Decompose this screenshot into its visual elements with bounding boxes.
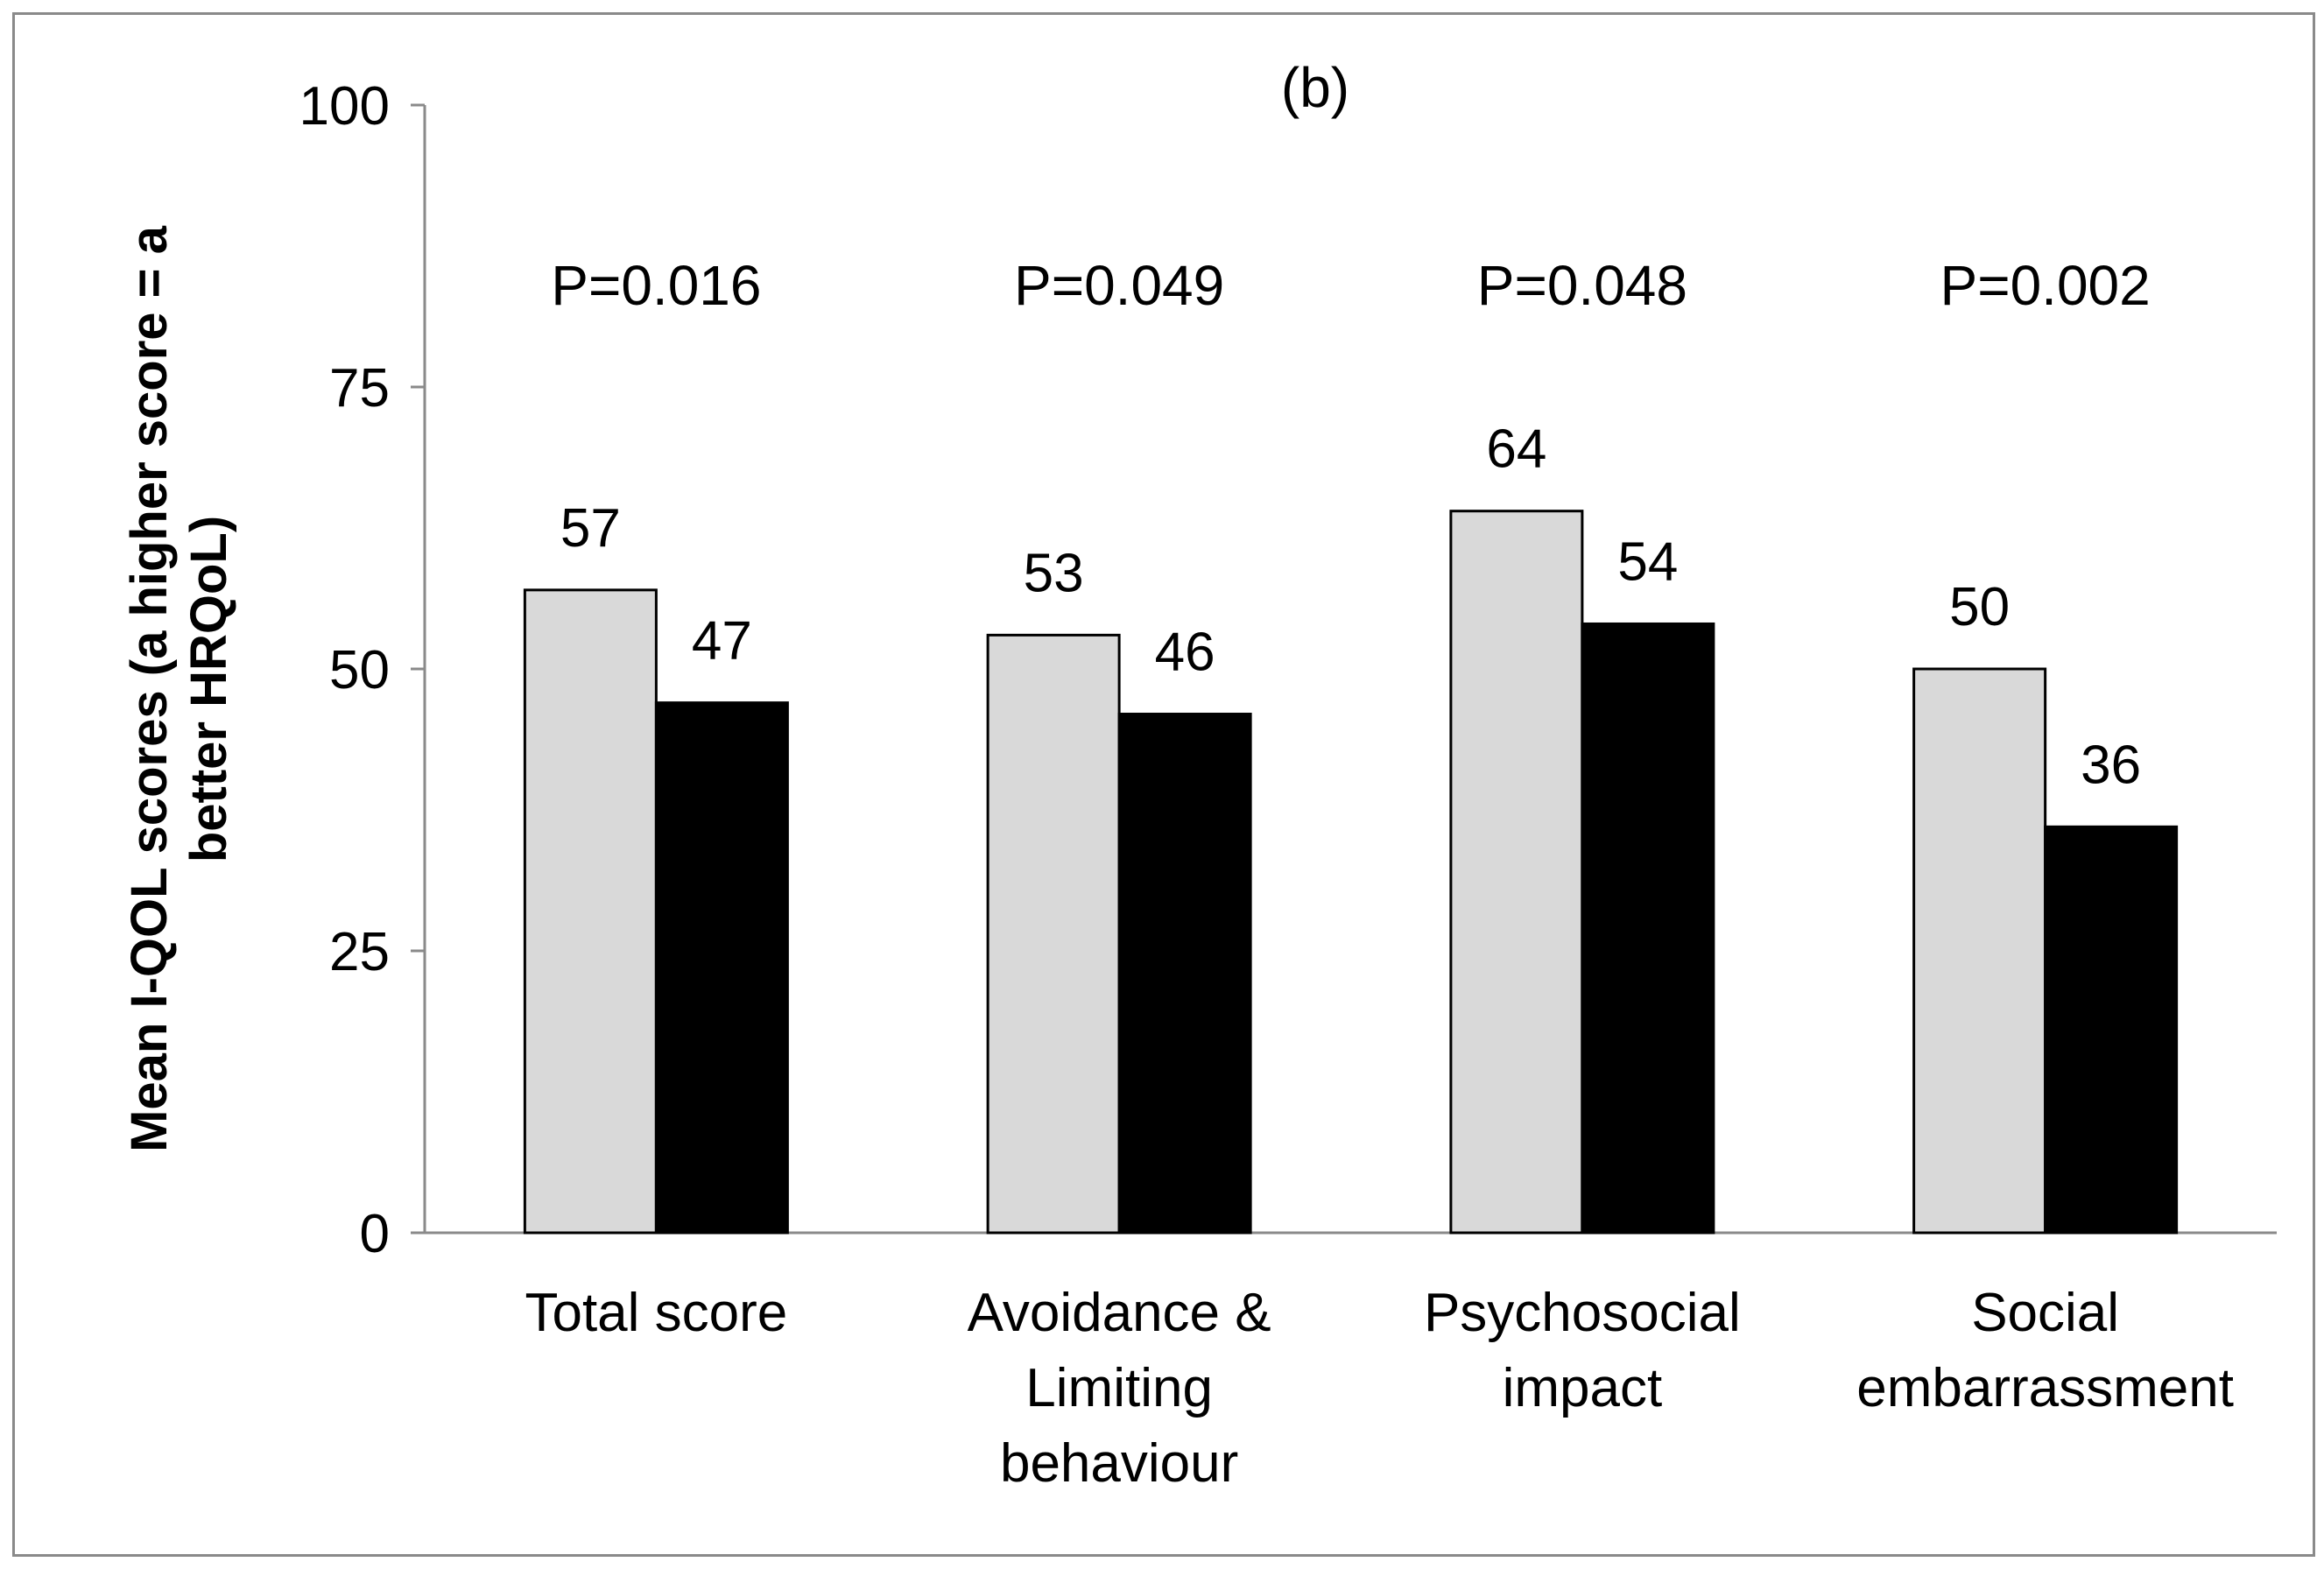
- x-tick-label: Avoidance &: [968, 1283, 1271, 1343]
- data-label: 36: [2081, 735, 2141, 795]
- data-label: 53: [1024, 543, 1084, 603]
- y-tick-label: 100: [299, 76, 390, 137]
- bars: [523, 510, 2179, 1235]
- data-label: 57: [560, 498, 621, 559]
- y-tick-label: 0: [360, 1204, 390, 1264]
- p-value-label: P=0.002: [1940, 254, 2151, 317]
- p-value-labels: P=0.016 P=0.049 P=0.048 P=0.002: [551, 254, 2150, 317]
- bar: [654, 701, 789, 1235]
- x-tick-label: impact: [1503, 1358, 1663, 1418]
- data-label: 47: [692, 611, 752, 672]
- chart-title: (b): [1281, 56, 1349, 119]
- y-ticks: 0 25 50 75 100: [299, 76, 425, 1264]
- bar: [986, 633, 1121, 1235]
- bar: [1117, 713, 1252, 1235]
- x-tick-label: embarrassment: [1856, 1358, 2234, 1418]
- x-tick-label: behaviour: [1000, 1433, 1238, 1494]
- y-tick-label: 50: [329, 640, 390, 700]
- data-label: 46: [1155, 623, 1215, 683]
- bar: [1449, 510, 1584, 1235]
- x-axis-labels: Total score Avoidance & Limiting behaviour P…: [525, 1283, 2234, 1494]
- bar: [1912, 667, 2047, 1235]
- p-value-label: P=0.016: [551, 254, 761, 317]
- p-value-label: P=0.048: [1477, 254, 1687, 317]
- y-axis-label: Mean I-QOL scores (a higher score = a be…: [121, 225, 237, 1152]
- bar: [523, 588, 658, 1235]
- x-tick-label: Social: [1971, 1283, 2119, 1343]
- data-label: 50: [1949, 577, 2010, 637]
- data-label: 54: [1617, 531, 1678, 592]
- x-tick-label: Limiting: [1025, 1358, 1213, 1418]
- y-tick-label: 25: [329, 922, 390, 982]
- y-axis-label-line-2: better HRQoL): [180, 516, 237, 862]
- x-tick-label: Psychosocial: [1424, 1283, 1741, 1343]
- bar: [2044, 825, 2179, 1235]
- p-value-label: P=0.049: [1014, 254, 1224, 317]
- data-label: 64: [1486, 419, 1546, 480]
- x-tick-label: Total score: [525, 1283, 787, 1343]
- data-labels: 57 47 53 46 64 54 50 36: [560, 419, 2141, 796]
- y-axis-label-line-1: Mean I-QOL scores (a higher score = a: [121, 225, 178, 1152]
- y-tick-label: 75: [329, 358, 390, 419]
- bar: [1581, 622, 1715, 1235]
